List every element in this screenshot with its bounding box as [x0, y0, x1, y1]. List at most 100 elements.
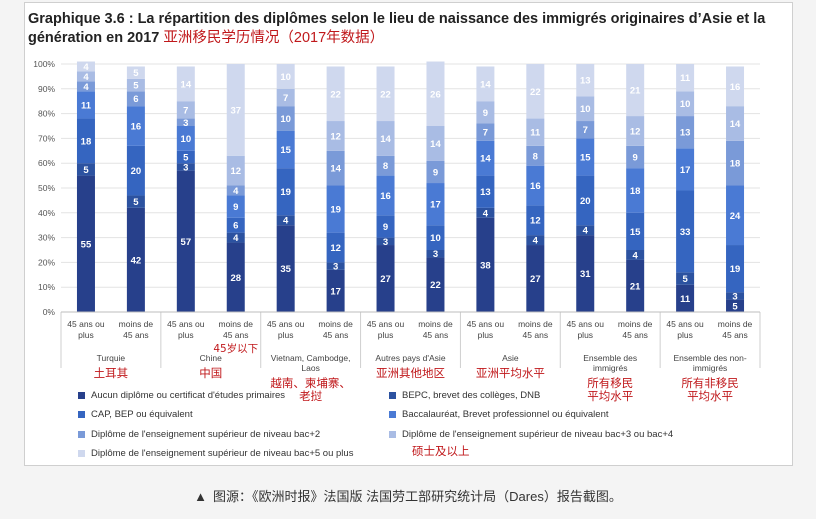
bar-segment	[726, 185, 745, 246]
data-label: 14	[181, 79, 192, 90]
legend-item-6: Diplôme de l'enseignement supérieur de n…	[78, 448, 353, 459]
group-label: Turquie	[97, 353, 126, 363]
data-label: 3	[383, 237, 388, 248]
data-label: 9	[633, 153, 638, 164]
bar-segment	[576, 121, 595, 139]
bar-segment	[726, 140, 745, 186]
data-label: 6	[233, 221, 238, 232]
group-label-zh: 越南、柬埔寨、	[270, 376, 351, 390]
bar-segment	[626, 250, 645, 260]
bar-segment	[476, 207, 495, 218]
data-label: 10	[580, 104, 591, 115]
x-tick-label: 45 ans ou	[167, 319, 205, 329]
chart-title-zh: 亚洲移民学历情况（2017年数据）	[163, 30, 385, 46]
y-tick-label: 20%	[38, 257, 55, 267]
legend-item-3: Baccalauréat, Brevet professionnel ou éq…	[389, 409, 609, 420]
legend-label-2: CAP, BEP ou équivalent	[91, 409, 193, 420]
group-label-zh: 老挝	[299, 389, 322, 403]
data-label: 14	[430, 139, 441, 150]
data-label: 10	[181, 134, 192, 145]
data-label: 10	[430, 233, 441, 244]
bar-segment	[676, 91, 695, 117]
legend-item-1: BEPC, brevet des collèges, DNB	[389, 390, 540, 401]
bar-segment	[426, 183, 445, 226]
bar-segment	[176, 66, 195, 102]
x-tick-label: plus	[378, 330, 394, 340]
data-label: 22	[330, 89, 341, 100]
data-label: 15	[580, 153, 591, 164]
data-label: 33	[680, 227, 691, 238]
bar-segment	[476, 101, 495, 124]
x-tick-label: 45 ans ou	[567, 319, 605, 329]
chart-title-fr: Graphique 3.6 : La répartition des diplô…	[28, 11, 766, 46]
data-label: 3	[333, 262, 338, 273]
data-label: 12	[330, 131, 341, 142]
legend-label-1: BEPC, brevet des collèges, DNB	[402, 390, 541, 401]
group-label-zh: 平均水平	[587, 389, 633, 403]
bar-segment	[376, 215, 395, 238]
data-label: 42	[131, 255, 142, 266]
data-label: 24	[730, 211, 741, 222]
legend-item-2: CAP, BEP ou équivalent	[78, 409, 193, 420]
x-tick-label: 45 ans ou	[67, 319, 105, 329]
data-label: 10	[280, 114, 291, 125]
data-label: 9	[383, 222, 388, 233]
figure-caption: ▲ 图源：《欧洲时报》法国版 法国劳工部研究统计局（Dares）报告截图。	[0, 486, 816, 505]
y-tick-label: 70%	[38, 133, 55, 143]
bar-segment	[426, 257, 445, 312]
data-label: 27	[530, 274, 541, 285]
data-label: 17	[680, 165, 691, 176]
data-label: 28	[230, 273, 241, 284]
data-label: 12	[330, 243, 341, 254]
x-tick-label: 45 ans ou	[267, 319, 305, 329]
data-label: 18	[630, 186, 641, 197]
bar-segment	[76, 163, 95, 176]
data-label: 37	[230, 105, 241, 116]
chart-frame	[24, 2, 793, 466]
group-label: Chine	[200, 353, 222, 363]
data-label: 12	[230, 166, 241, 177]
bar-segment	[226, 242, 245, 312]
bar-segment	[226, 155, 245, 186]
data-label: 5	[83, 165, 89, 176]
bar-segment	[326, 150, 345, 186]
data-label: 8	[383, 161, 388, 172]
data-label: 11	[680, 294, 691, 305]
group-label: Autres pays d'Asie	[375, 353, 445, 363]
data-label: 8	[533, 151, 538, 162]
data-label: 14	[730, 119, 741, 130]
data-label: 55	[81, 239, 92, 250]
legend-item-4: Diplôme de l'enseignement supérieur de n…	[78, 429, 320, 440]
bar-segment	[426, 225, 445, 250]
group-label: Laos	[301, 363, 319, 373]
group-label-zh: 平均水平	[687, 389, 733, 403]
x-tick-label: 45 ans ou	[666, 319, 704, 329]
bar-segment	[676, 64, 695, 92]
data-label: 5	[133, 81, 139, 92]
legend-swatch-4	[78, 431, 85, 438]
data-label: 7	[483, 128, 488, 139]
bar-segment	[226, 195, 245, 218]
bar-segment	[176, 163, 195, 171]
data-label: 14	[480, 79, 491, 90]
data-label: 6	[133, 94, 138, 105]
bar-segment	[526, 205, 545, 236]
legend-item-0: Aucun diplôme ou certificat d'études pri…	[78, 390, 285, 401]
data-label: 15	[630, 227, 641, 238]
bar-segment	[526, 245, 545, 312]
group-label: Ensemble des	[583, 353, 637, 363]
data-label: 18	[730, 159, 741, 170]
bar-segment	[376, 121, 395, 156]
bar-segment	[576, 96, 595, 122]
bar-segment	[76, 71, 95, 82]
data-label: 26	[430, 89, 441, 100]
bar-segment	[376, 66, 395, 122]
x-tick-label: plus	[577, 330, 593, 340]
data-label: 5	[732, 301, 738, 312]
bar-segment	[176, 170, 195, 312]
data-label: 22	[380, 89, 391, 100]
bar-segment	[626, 259, 645, 312]
x-tick-label: 45 ans	[423, 330, 449, 340]
y-tick-label: 60%	[38, 158, 55, 168]
bar-segment	[276, 168, 295, 216]
